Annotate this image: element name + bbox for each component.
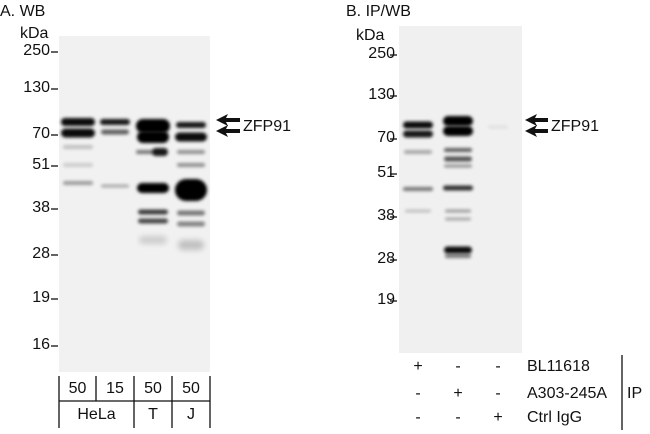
protein-band bbox=[177, 221, 205, 227]
protein-band bbox=[405, 209, 431, 213]
panel-a-target-label: ZFP91 bbox=[243, 118, 292, 135]
protein-band bbox=[178, 240, 204, 250]
sample-j: J bbox=[187, 406, 195, 423]
ip-mark: - bbox=[415, 409, 421, 426]
ip-label: IP bbox=[627, 385, 643, 402]
protein-band bbox=[403, 187, 433, 191]
protein-band bbox=[177, 163, 205, 167]
ip-mark: - bbox=[495, 385, 501, 402]
amount-lane-2: 15 bbox=[106, 380, 124, 397]
protein-band bbox=[138, 218, 168, 224]
ip-mark: + bbox=[493, 409, 503, 426]
ip-row-label: A303-245A bbox=[527, 385, 608, 402]
protein-band bbox=[445, 217, 471, 221]
zfp91-arrows-b bbox=[525, 114, 548, 137]
protein-band bbox=[101, 129, 129, 135]
panel-b-unit: kDa bbox=[356, 27, 385, 44]
ip-mark: + bbox=[453, 385, 463, 402]
protein-band bbox=[443, 185, 473, 191]
amount-lane-1: 50 bbox=[68, 380, 87, 397]
ip-mark: - bbox=[455, 409, 461, 426]
protein-band bbox=[175, 132, 207, 142]
protein-band bbox=[443, 126, 473, 136]
protein-band bbox=[136, 150, 154, 154]
sample-t: T bbox=[148, 406, 158, 423]
protein-band bbox=[136, 119, 170, 133]
blot-b-bands bbox=[403, 116, 508, 258]
protein-band bbox=[100, 119, 130, 125]
protein-band bbox=[445, 209, 471, 213]
protein-band bbox=[403, 130, 433, 138]
protein-band bbox=[444, 148, 472, 152]
panel-a-title: A. WB bbox=[0, 3, 46, 20]
ip-row-label: Ctrl IgG bbox=[527, 409, 583, 426]
marker-19: 19 bbox=[32, 289, 50, 306]
panel-b-target-label: ZFP91 bbox=[551, 118, 600, 135]
amount-lane-4: 50 bbox=[182, 380, 200, 397]
protein-band bbox=[63, 163, 93, 167]
ip-mark: + bbox=[413, 358, 423, 375]
protein-band bbox=[101, 184, 129, 188]
protein-band bbox=[404, 150, 432, 154]
protein-band bbox=[445, 254, 471, 258]
marker-250: 250 bbox=[23, 42, 50, 59]
protein-band bbox=[403, 121, 433, 129]
marker-ticks bbox=[51, 51, 397, 347]
protein-band bbox=[488, 125, 508, 129]
protein-band bbox=[444, 164, 472, 168]
lane-grid-a bbox=[58, 376, 211, 428]
protein-band bbox=[61, 118, 95, 126]
marker-38: 38 bbox=[32, 199, 50, 216]
protein-band bbox=[443, 116, 473, 126]
protein-band bbox=[177, 150, 205, 154]
protein-band bbox=[63, 145, 93, 149]
protein-band bbox=[63, 181, 93, 185]
marker-38: 38 bbox=[377, 207, 395, 224]
protein-band bbox=[177, 210, 205, 216]
protein-band bbox=[138, 209, 168, 215]
marker-70: 70 bbox=[32, 125, 50, 142]
protein-band bbox=[137, 183, 169, 193]
ip-mark: - bbox=[455, 358, 461, 375]
marker-28: 28 bbox=[377, 250, 395, 267]
marker-19: 19 bbox=[377, 291, 395, 308]
marker-250: 250 bbox=[368, 45, 395, 62]
panel-b-title: B. IP/WB bbox=[346, 3, 411, 20]
marker-51: 51 bbox=[377, 164, 395, 181]
amount-lane-3: 50 bbox=[144, 380, 162, 397]
blot-a-bands bbox=[61, 118, 207, 250]
protein-band bbox=[444, 156, 472, 162]
marker-130: 130 bbox=[23, 79, 50, 96]
marker-16: 16 bbox=[32, 336, 50, 353]
marker-70: 70 bbox=[377, 129, 395, 146]
zfp91-arrows-a bbox=[216, 114, 240, 137]
ip-mark: - bbox=[415, 385, 421, 402]
protein-band bbox=[152, 148, 168, 156]
panel-a-unit: kDa bbox=[20, 25, 49, 42]
marker-28: 28 bbox=[32, 245, 50, 262]
marker-51: 51 bbox=[32, 156, 50, 173]
protein-band bbox=[139, 236, 167, 244]
protein-band bbox=[61, 128, 95, 138]
protein-band bbox=[176, 122, 206, 128]
protein-band bbox=[444, 246, 472, 254]
blot-a-membrane bbox=[59, 36, 210, 372]
ip-row-label: BL11618 bbox=[527, 358, 590, 375]
marker-130: 130 bbox=[368, 86, 395, 103]
ip-mark: - bbox=[495, 358, 501, 375]
sample-hela: HeLa bbox=[77, 406, 116, 423]
protein-band bbox=[175, 179, 207, 201]
protein-band bbox=[137, 131, 169, 143]
